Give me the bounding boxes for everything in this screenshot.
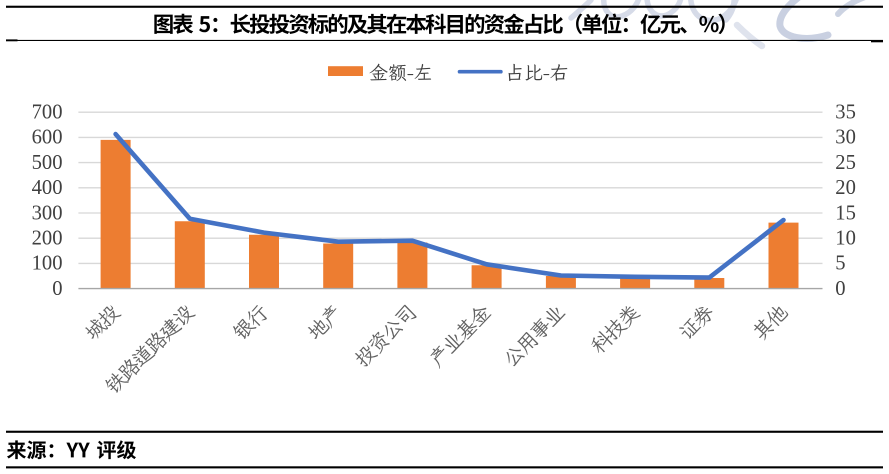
svg-text:0: 0 — [52, 278, 62, 300]
svg-text:400: 400 — [32, 177, 63, 199]
svg-text:10: 10 — [835, 228, 856, 250]
svg-text:200: 200 — [32, 228, 63, 250]
svg-text:20: 20 — [835, 177, 856, 199]
svg-text:500: 500 — [32, 152, 63, 174]
svg-text:5: 5 — [835, 253, 845, 275]
svg-text:600: 600 — [32, 127, 63, 149]
svg-text:25: 25 — [835, 152, 856, 174]
svg-text:15: 15 — [835, 202, 856, 224]
svg-text:35: 35 — [835, 102, 856, 124]
svg-text:100: 100 — [32, 253, 63, 275]
svg-text:700: 700 — [32, 102, 63, 124]
svg-text:300: 300 — [32, 202, 63, 224]
svg-text:0: 0 — [835, 278, 845, 300]
svg-text:30: 30 — [835, 127, 856, 149]
